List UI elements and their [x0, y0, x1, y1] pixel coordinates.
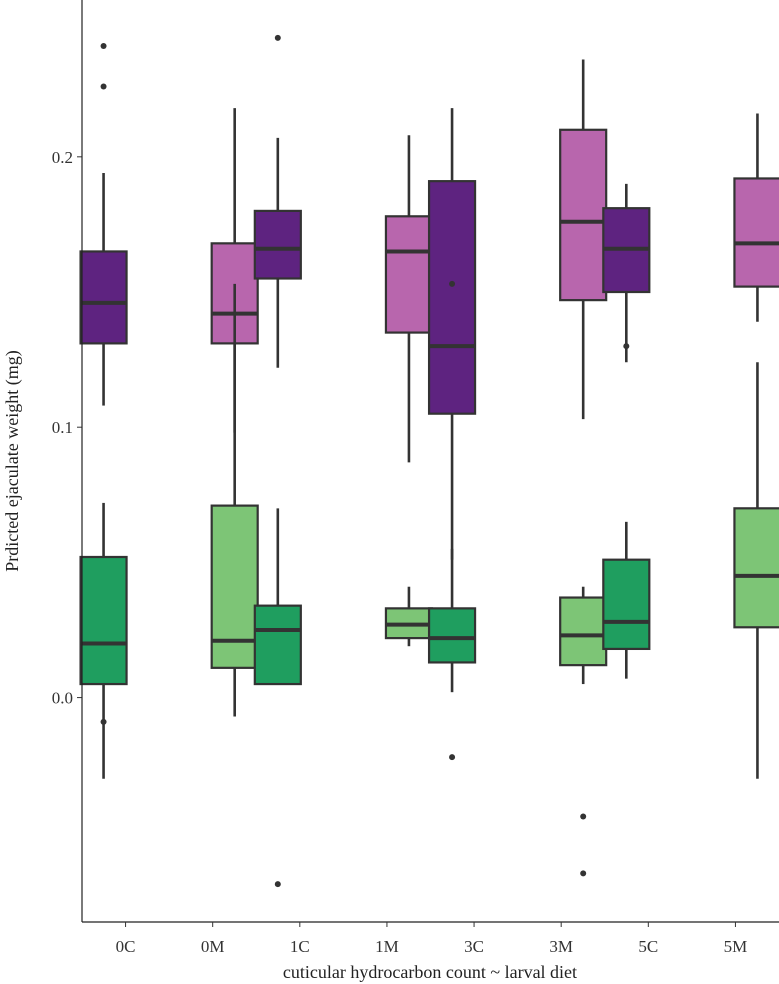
iqr-box — [427, 607, 477, 664]
box-lower-3C — [427, 548, 477, 761]
outlier-point — [100, 83, 107, 90]
iqr-box — [733, 177, 779, 288]
box-upper-5M — [733, 113, 779, 322]
box-lower-0M — [210, 283, 259, 717]
iqr-box — [733, 507, 779, 629]
iqr-box — [253, 209, 302, 280]
y-tick-label: 0.2 — [52, 148, 73, 167]
iqr-box — [253, 604, 302, 686]
outlier-point — [100, 718, 107, 725]
box-lower-1C — [253, 508, 302, 888]
x-tick-label: 0M — [201, 937, 225, 956]
box-upper-3M — [559, 59, 608, 420]
x-tick-label: 1M — [375, 937, 399, 956]
iqr-box — [559, 128, 608, 302]
outlier-point — [274, 881, 281, 888]
x-axis-ticks: 0C 0M 1C 1M 3C 3M 5C 5M — [116, 922, 748, 956]
outlier-point — [274, 34, 281, 41]
box-plots — [79, 34, 779, 888]
box-upper-1C — [253, 34, 302, 368]
box-lower-5M — [733, 362, 779, 779]
iqr-box — [79, 250, 128, 345]
iqr-box — [210, 504, 259, 669]
outlier-point — [449, 754, 456, 761]
x-tick-label: 5C — [638, 937, 658, 956]
box-lower-1M — [384, 586, 434, 647]
box-upper-5C — [602, 183, 651, 363]
y-tick-label: 0.1 — [52, 418, 73, 437]
outlier-point — [100, 42, 107, 49]
box-upper-3C — [427, 108, 477, 560]
outlier-point — [580, 813, 587, 820]
iqr-box — [79, 555, 128, 686]
iqr-box — [427, 180, 477, 415]
outlier-point — [623, 343, 630, 350]
box-lower-3M — [559, 586, 608, 877]
iqr-box — [559, 596, 608, 667]
outlier-point — [449, 280, 456, 287]
box-upper-1M — [384, 135, 434, 463]
axes — [81, 0, 779, 923]
x-axis-title: cuticular hydrocarbon count ~ larval die… — [283, 962, 577, 982]
box-lower-0C — [79, 502, 128, 779]
x-tick-label: 3M — [549, 937, 573, 956]
y-axis-title: Prdicted ejaculate weight (mg) — [2, 350, 23, 571]
x-tick-label: 1C — [290, 937, 310, 956]
x-tick-label: 5M — [724, 937, 748, 956]
y-tick-label: 0.0 — [52, 689, 73, 708]
y-axis-ticks: 0.0 0.1 0.2 — [52, 148, 82, 708]
box-lower-5C — [602, 521, 651, 679]
iqr-box — [384, 215, 434, 334]
x-tick-label: 0C — [116, 937, 136, 956]
box-upper-0C — [79, 42, 128, 406]
outlier-point — [580, 870, 587, 877]
iqr-box — [602, 558, 651, 651]
x-tick-label: 3C — [464, 937, 484, 956]
